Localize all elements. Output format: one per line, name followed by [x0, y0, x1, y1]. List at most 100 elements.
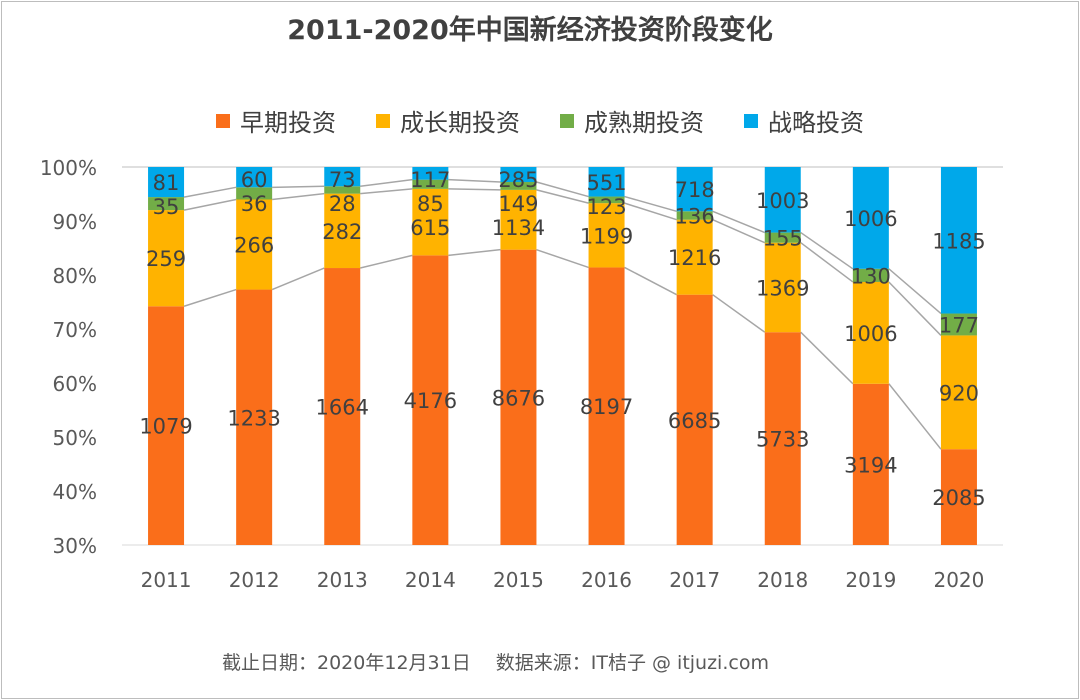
bar-segment [412, 179, 449, 189]
data-label: 6685 [668, 409, 721, 433]
y-tick-label: 80% [53, 264, 97, 288]
data-label: 123 [587, 195, 627, 219]
legend-swatch [560, 113, 574, 128]
series-line [800, 331, 854, 385]
bar-segment [148, 167, 185, 198]
data-label: 259 [146, 247, 186, 271]
series-line [536, 189, 589, 204]
bar-segment [412, 188, 449, 256]
data-label: 551 [587, 171, 627, 195]
series-line [624, 195, 677, 213]
series-line [536, 248, 589, 269]
bar-segment [676, 219, 713, 295]
data-label: 130 [851, 264, 891, 288]
data-label: 615 [410, 216, 450, 240]
bar-segment [236, 187, 273, 200]
series-line [712, 218, 766, 244]
bar-segment [500, 182, 537, 190]
x-tick-label: 2020 [933, 568, 984, 592]
y-tick-label: 90% [53, 210, 97, 234]
bar-segment [852, 281, 889, 384]
bar-segment [236, 199, 273, 290]
y-tick-label: 60% [53, 372, 97, 396]
data-label: 718 [675, 178, 715, 202]
x-tick-label: 2014 [405, 568, 456, 592]
data-label: 1216 [668, 246, 721, 270]
y-tick-label: 50% [53, 426, 97, 450]
x-tick-label: 2012 [229, 568, 280, 592]
series-line [360, 178, 413, 188]
series-line [712, 294, 766, 333]
data-label: 282 [322, 220, 362, 244]
bar-segment [588, 267, 625, 545]
bar-segment [148, 210, 185, 307]
legend-item: 战略投资 [744, 103, 864, 138]
bar-segment [588, 196, 625, 204]
data-label: 8197 [580, 395, 633, 419]
legend-label: 成熟期投资 [584, 109, 704, 137]
data-label: 28 [329, 192, 356, 216]
bar-segment [940, 335, 977, 450]
legend-item: 成熟期投资 [560, 103, 704, 138]
bar-segment [412, 255, 449, 545]
data-label: 1664 [316, 396, 369, 420]
legend-label: 早期投资 [240, 109, 336, 137]
data-label: 36 [241, 192, 268, 216]
bar-segment [236, 167, 273, 188]
y-tick-label: 30% [53, 534, 97, 558]
data-label: 1369 [756, 276, 809, 300]
bar-segment [940, 313, 977, 336]
series-line [448, 248, 501, 257]
series-line [536, 181, 589, 198]
data-label: 5733 [756, 428, 809, 452]
y-tick-label: 100% [40, 156, 97, 180]
bar-segment [852, 167, 889, 269]
data-label: 117 [410, 168, 450, 192]
bar-segment [940, 449, 977, 545]
data-label: 73 [329, 168, 356, 192]
legend-swatch [216, 113, 230, 128]
data-label: 81 [153, 171, 180, 195]
series-line [360, 254, 413, 269]
legend-label: 战略投资 [768, 109, 864, 137]
series-line [800, 231, 854, 270]
bar-segment [852, 383, 889, 545]
data-label: 2085 [932, 486, 985, 510]
data-label: 1185 [932, 229, 985, 253]
series-line [272, 185, 325, 189]
x-tick-label: 2016 [581, 568, 632, 592]
data-label: 177 [939, 313, 979, 337]
bar-segment [148, 306, 185, 545]
data-label: 285 [498, 168, 538, 192]
data-label: 4176 [404, 389, 457, 413]
series-line [271, 267, 325, 291]
bar-segment [764, 332, 801, 545]
series-line [272, 192, 325, 201]
data-label: 149 [498, 192, 538, 216]
bar-segment [324, 186, 361, 194]
series-line [183, 198, 237, 211]
series-line [448, 188, 501, 191]
series-line [888, 383, 942, 450]
series-line [712, 210, 766, 234]
bar-segment [324, 268, 361, 545]
bar-segment [500, 189, 537, 250]
footer-source: 截止日期：2020年12月31日 数据来源：IT桔子 @ itjuzi.com [222, 652, 769, 674]
series-line [183, 186, 237, 198]
bar-segment [588, 167, 625, 197]
series-line [624, 266, 677, 296]
series-line [360, 188, 413, 195]
x-tick-label: 2013 [317, 568, 368, 592]
data-label: 1233 [227, 406, 280, 430]
bar-segment [676, 211, 713, 220]
bar-segment [500, 167, 537, 183]
y-tick-label: 70% [53, 318, 97, 342]
legend-item: 成长期投资 [376, 103, 520, 138]
data-label: 1006 [844, 207, 897, 231]
bar-segment [324, 167, 361, 187]
data-label: 85 [417, 192, 444, 216]
data-label: 920 [939, 381, 979, 405]
data-label: 1134 [492, 216, 545, 240]
bar-segment [500, 249, 537, 545]
